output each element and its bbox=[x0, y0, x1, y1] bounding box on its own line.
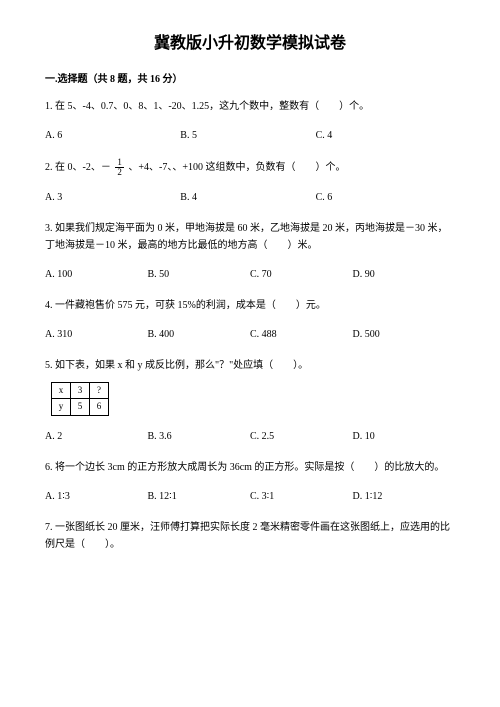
q1-option-c: C. 4 bbox=[316, 127, 451, 144]
q5-cell: x bbox=[52, 383, 71, 399]
q2-frac-den: 2 bbox=[115, 168, 124, 177]
q5-cell: 5 bbox=[71, 399, 90, 415]
q4-option-a: A. 310 bbox=[45, 326, 148, 343]
q5-option-a: A. 2 bbox=[45, 428, 148, 445]
q5-table: x 3 ? y 5 6 bbox=[51, 382, 109, 416]
q6-option-d: D. 1∶12 bbox=[353, 488, 456, 505]
q2-option-c: C. 6 bbox=[316, 189, 451, 206]
q5-cell: ? bbox=[90, 383, 109, 399]
question-3: 3. 如果我们规定海平面为 0 米，甲地海拔是 60 米，乙地海拔是 20 米，… bbox=[45, 220, 455, 254]
question-7: 7. 一张图纸长 20 厘米，汪师傅打算把实际长度 2 毫米精密零件画在这张图纸… bbox=[45, 519, 455, 553]
q5-option-c: C. 2.5 bbox=[250, 428, 353, 445]
question-4: 4. 一件藏袍售价 575 元，可获 15%的利润，成本是（ ）元。 bbox=[45, 297, 455, 314]
q2-text-pre: 2. 在 0、-2、－ bbox=[45, 162, 113, 173]
q4-option-b: B. 400 bbox=[148, 326, 251, 343]
q4-option-d: D. 500 bbox=[353, 326, 456, 343]
question-5: 5. 如下表，如果 x 和 y 成反比例，那么"？"处应填（ ）。 bbox=[45, 357, 455, 374]
table-row: y 5 6 bbox=[52, 399, 109, 415]
question-1: 1. 在 5、-4、0.7、0、8、1、-20、1.25，这九个数中，整数有（ … bbox=[45, 98, 455, 115]
q5-cell: 6 bbox=[90, 399, 109, 415]
q3-option-a: A. 100 bbox=[45, 266, 148, 283]
question-2: 2. 在 0、-2、－ 12 、+4、-7、、+100 这组数中，负数有（ ）个… bbox=[45, 158, 455, 177]
question-6-options: A. 1∶3 B. 12∶1 C. 3∶1 D. 1∶12 bbox=[45, 488, 455, 505]
q6-option-c: C. 3∶1 bbox=[250, 488, 353, 505]
q1-option-b: B. 5 bbox=[180, 127, 315, 144]
q2-option-a: A. 3 bbox=[45, 189, 180, 206]
q3-option-b: B. 50 bbox=[148, 266, 251, 283]
q5-cell: 3 bbox=[71, 383, 90, 399]
question-5-options: A. 2 B. 3.6 C. 2.5 D. 10 bbox=[45, 428, 455, 445]
table-row: x 3 ? bbox=[52, 383, 109, 399]
q6-option-a: A. 1∶3 bbox=[45, 488, 148, 505]
exam-title: 冀教版小升初数学模拟试卷 bbox=[45, 30, 455, 57]
q3-option-d: D. 90 bbox=[353, 266, 456, 283]
question-2-options: A. 3 B. 4 C. 6 bbox=[45, 189, 455, 206]
q5-cell: y bbox=[52, 399, 71, 415]
question-4-options: A. 310 B. 400 C. 488 D. 500 bbox=[45, 326, 455, 343]
q1-option-a: A. 6 bbox=[45, 127, 180, 144]
q3-option-c: C. 70 bbox=[250, 266, 353, 283]
question-3-options: A. 100 B. 50 C. 70 D. 90 bbox=[45, 266, 455, 283]
question-6: 6. 将一个边长 3cm 的正方形放大成周长为 36cm 的正方形。实际是按（ … bbox=[45, 459, 455, 476]
q6-option-b: B. 12∶1 bbox=[148, 488, 251, 505]
q2-option-b: B. 4 bbox=[180, 189, 315, 206]
q5-option-d: D. 10 bbox=[353, 428, 456, 445]
q2-text-post: 、+4、-7、、+100 这组数中，负数有（ ）个。 bbox=[126, 162, 346, 173]
q5-option-b: B. 3.6 bbox=[148, 428, 251, 445]
section-1-header: 一.选择题（共 8 题，共 16 分） bbox=[45, 71, 455, 88]
q4-option-c: C. 488 bbox=[250, 326, 353, 343]
q2-fraction: 12 bbox=[115, 158, 124, 177]
question-1-options: A. 6 B. 5 C. 4 bbox=[45, 127, 455, 144]
